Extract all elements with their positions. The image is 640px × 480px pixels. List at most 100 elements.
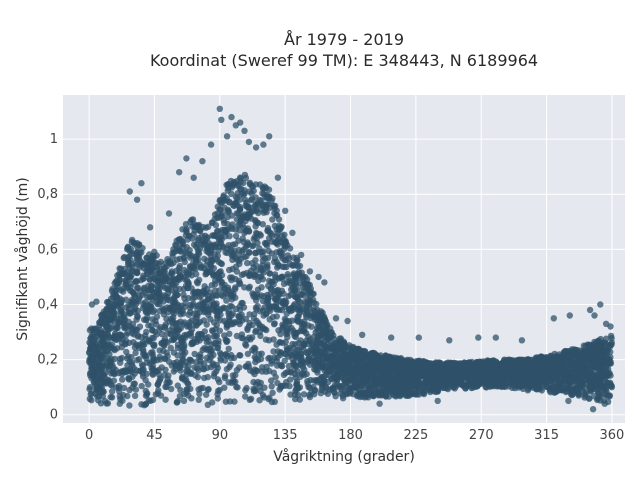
data-point: [250, 291, 258, 298]
data-point: [224, 337, 231, 345]
data-point: [285, 362, 293, 370]
data-point: [195, 367, 202, 374]
data-point: [258, 284, 265, 291]
data-point: [148, 269, 155, 276]
data-point: [174, 397, 181, 405]
data-point: [406, 366, 413, 373]
data-point: [282, 369, 289, 377]
data-point: [284, 334, 291, 341]
data-point: [195, 221, 203, 229]
data-point: [289, 340, 296, 348]
data-point: [264, 261, 271, 268]
data-point: [267, 285, 274, 292]
data-point: [602, 340, 609, 348]
data-point: [363, 379, 371, 387]
data-point: [273, 249, 280, 256]
data-point: [136, 356, 143, 363]
data-point: [132, 278, 139, 286]
data-point: [187, 356, 194, 364]
data-point: [193, 358, 200, 366]
data-point: [249, 368, 257, 375]
data-point: [188, 216, 195, 224]
data-point: [254, 239, 261, 247]
data-point: [103, 307, 110, 314]
data-point: [245, 360, 252, 368]
data-point: [170, 359, 178, 367]
data-point: [216, 327, 223, 334]
data-point: [364, 390, 371, 397]
data-point: [238, 334, 245, 341]
data-point: [244, 350, 252, 358]
data-point: [455, 368, 463, 375]
data-point: [292, 374, 299, 381]
data-point: [122, 341, 129, 348]
data-point: [200, 366, 208, 373]
data-point: [154, 381, 162, 388]
data-point: [277, 238, 285, 245]
data-point: [207, 256, 215, 263]
data-point: [416, 384, 423, 392]
data-point: [603, 379, 611, 387]
data-point: [139, 366, 146, 374]
data-point: [132, 349, 139, 357]
data-point: [199, 346, 206, 354]
data-point: [107, 381, 114, 388]
data-point: [252, 181, 260, 188]
data-point: [126, 310, 133, 317]
data-point: [228, 276, 235, 284]
data-point: [219, 293, 227, 300]
data-point: [268, 360, 275, 367]
data-point: [125, 322, 132, 330]
data-point: [96, 319, 103, 326]
data-point: [125, 376, 133, 383]
data-point: [171, 249, 178, 256]
data-point: [297, 361, 304, 368]
data-point: [161, 323, 169, 330]
data-point: [153, 357, 161, 364]
data-point: [226, 266, 233, 274]
data-point: [242, 341, 249, 348]
data-point: [304, 356, 311, 364]
data-point: [246, 319, 253, 327]
data-point: [164, 256, 171, 263]
data-point: [227, 302, 234, 310]
data-point: [165, 358, 173, 365]
data-point: [223, 297, 230, 304]
data-point: [311, 387, 318, 394]
data-point: [210, 333, 218, 340]
data-point: [110, 364, 117, 371]
data-point: [181, 249, 188, 256]
chart-title: År 1979 - 2019: [284, 30, 404, 49]
data-point: [274, 354, 281, 361]
data-point: [222, 227, 230, 234]
data-point: [251, 354, 258, 361]
data-point: [385, 387, 392, 394]
data-point: [158, 364, 165, 371]
data-point: [596, 380, 604, 387]
data-point: [391, 387, 399, 395]
data-point: [120, 391, 127, 399]
data-point: [193, 322, 200, 329]
data-point: [213, 322, 220, 329]
data-point: [121, 313, 128, 321]
data-point: [108, 341, 116, 348]
data-point: [201, 374, 208, 382]
data-point: [268, 232, 276, 240]
data-point: [102, 398, 109, 405]
data-point: [174, 382, 181, 389]
data-point: [168, 270, 175, 277]
data-point: [221, 374, 228, 382]
data-point: [581, 392, 589, 399]
data-point: [192, 259, 200, 267]
data-point: [181, 266, 188, 274]
data-point: [296, 262, 304, 270]
data-point: [218, 278, 225, 286]
data-point: [228, 379, 235, 386]
data-point: [187, 370, 195, 377]
data-point: [576, 360, 583, 367]
data-point: [245, 228, 253, 235]
data-point: [222, 398, 230, 405]
data-point: [475, 379, 483, 386]
data-point: [173, 291, 181, 299]
